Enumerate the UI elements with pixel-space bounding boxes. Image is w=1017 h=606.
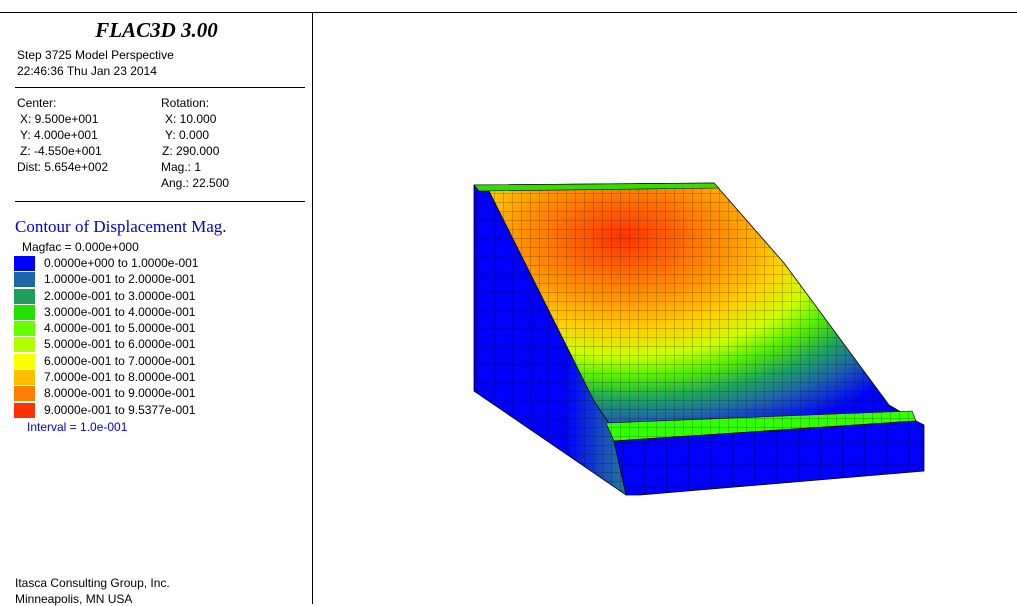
legend-swatch [14,402,35,418]
legend-label: 1.0000e-001 to 2.0000e-001 [44,272,196,287]
contour-interval: Interval = 1.0e-001 [27,420,128,434]
magnification: Mag.: 1 [161,160,202,174]
legend-swatch [14,304,35,320]
legend-label: 2.0000e-001 to 3.0000e-001 [44,288,196,303]
left-wall [473,184,641,496]
contour-title: Contour of Displacement Mag. [15,217,227,236]
info-panel: FLAC3D 3.00 Step 3725 Model Perspective … [0,12,313,606]
legend-swatch [14,370,35,386]
step-line: Step 3725 Model Perspective [17,48,174,62]
legend-swatch [14,353,35,369]
legend-label: 4.0000e-001 to 5.0000e-001 [44,321,196,336]
legend-label: 5.0000e-001 to 6.0000e-001 [44,337,196,352]
model-viewport[interactable] [314,13,1017,604]
location: Minneapolis, MN USA [15,592,133,606]
app-title: FLAC3D 3.00 [95,18,218,42]
legend-label: 8.0000e-001 to 9.0000e-001 [44,386,196,401]
angle: Ang.: 22.500 [161,176,230,190]
rotation-label: Rotation: [161,96,210,110]
legend-label: 0.0000e+000 to 1.0000e-001 [44,256,199,270]
crest-edge [473,182,720,192]
rotation-z: Z: 290.000 [162,144,220,158]
company: Itasca Consulting Group, Inc. [15,576,170,590]
rotation-x: X: 10.000 [165,112,217,126]
divider [15,87,305,88]
legend-swatch [14,288,35,304]
center-z: Z: -4.550e+001 [20,144,102,158]
frame-top-border [0,12,1017,13]
legend-swatch [14,321,35,337]
datetime: 22:46:36 Thu Jan 23 2014 [17,64,157,78]
center-x: X: 9.500e+001 [20,112,99,126]
distance: Dist: 5.654e+002 [17,160,109,174]
center-y: Y: 4.000e+001 [20,128,98,142]
magfac: Magfac = 0.000e+000 [22,240,139,254]
slope-model [473,182,925,496]
legend-swatch [14,256,35,271]
toe-block [613,420,925,496]
center-label: Center: [17,96,57,110]
legend-swatch [14,272,35,288]
legend-label: 7.0000e-001 to 8.0000e-001 [44,370,196,385]
legend-swatch [14,337,35,353]
legend-label: 3.0000e-001 to 4.0000e-001 [44,304,196,319]
rotation-y: Y: 0.000 [165,128,210,142]
divider [15,201,305,202]
legend-label: 6.0000e-001 to 7.0000e-001 [44,353,196,368]
legend-swatch [14,386,35,402]
legend-label: 9.0000e-001 to 9.5377e-001 [44,402,196,417]
